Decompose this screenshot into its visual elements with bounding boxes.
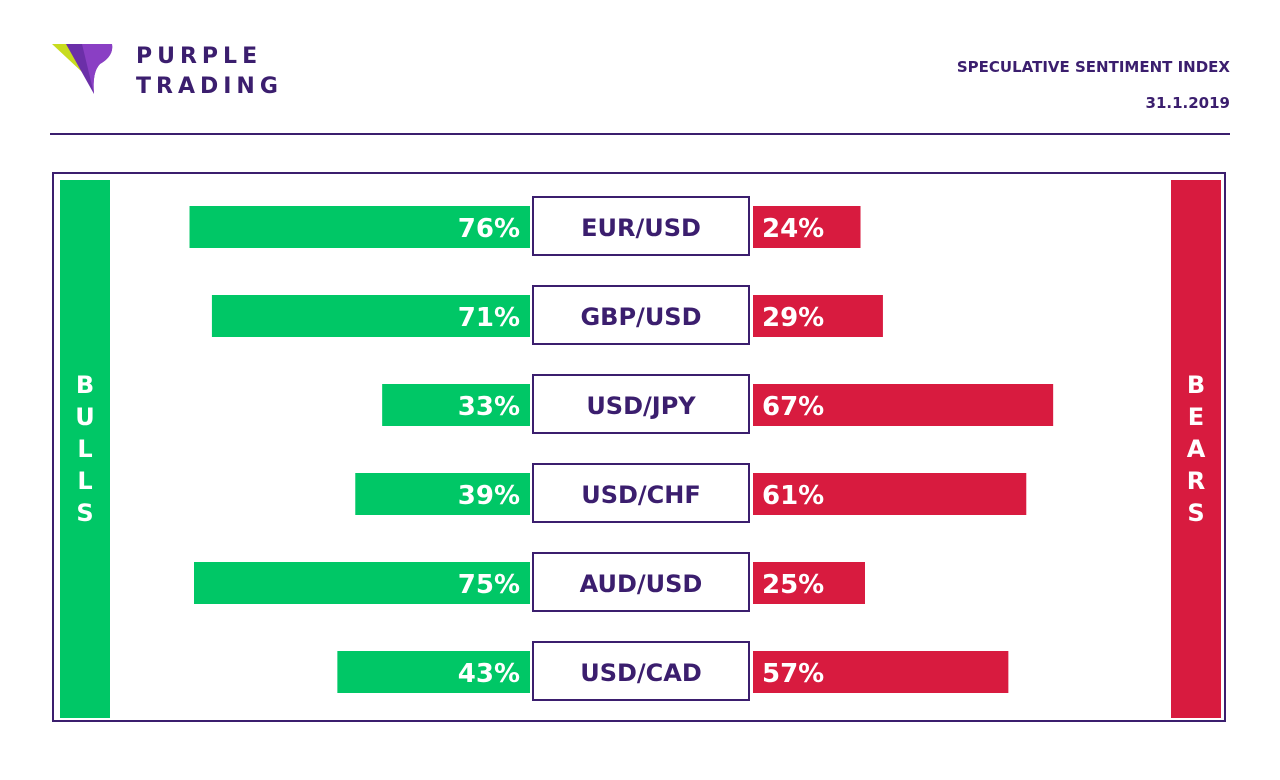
bears-value-label: 29%: [762, 303, 824, 333]
purple-trading-logo: PURPLE TRADING: [52, 38, 302, 102]
bulls-bar: [337, 651, 530, 693]
brand-line-1: PURPLE: [136, 44, 263, 69]
bears-side-bar: BEARS: [1171, 180, 1221, 718]
bulls-side-bar: BULLS: [60, 180, 110, 718]
bears-bar: [753, 651, 1009, 693]
pair-box: [532, 463, 750, 523]
pair-label: AUD/USD: [580, 570, 703, 598]
bulls-value-label: 43%: [458, 659, 520, 689]
bulls-bar: [194, 562, 530, 604]
pair-box: [532, 196, 750, 256]
pair-label: USD/JPY: [586, 392, 696, 420]
pair-box: [532, 285, 750, 345]
page-date: 31.1.2019: [1145, 94, 1230, 112]
pair-box: [532, 374, 750, 434]
bulls-bar: [382, 384, 530, 426]
brand-name: PURPLE TRADING: [136, 42, 283, 102]
header-divider: [50, 133, 1230, 135]
pair-box: [532, 641, 750, 701]
pair-label: GBP/USD: [580, 303, 701, 331]
bears-bar: [753, 295, 883, 337]
bulls-bar: [189, 206, 530, 248]
bears-label: BEARS: [1186, 371, 1206, 527]
pair-label: USD/CHF: [581, 481, 701, 509]
brand-line-2: TRADING: [136, 74, 283, 99]
bears-bar: [753, 206, 861, 248]
pair-box: [532, 552, 750, 612]
bears-bar: [753, 562, 865, 604]
pair-label: EUR/USD: [581, 214, 701, 242]
bulls-value-label: 33%: [458, 392, 520, 422]
pair-label: USD/CAD: [580, 659, 702, 687]
bears-value-label: 61%: [762, 481, 824, 511]
bears-value-label: 57%: [762, 659, 824, 689]
bears-value-label: 24%: [762, 214, 824, 244]
chart-frame: [52, 172, 1226, 722]
page-title: SPECULATIVE SENTIMENT INDEX: [956, 58, 1230, 76]
bulls-value-label: 75%: [458, 570, 520, 600]
bulls-bar: [211, 295, 531, 337]
bears-bar: [753, 473, 1027, 515]
bears-bar: [753, 384, 1054, 426]
bulls-label: BULLS: [75, 371, 95, 527]
bulls-bar: [355, 473, 530, 515]
bulls-value-label: 39%: [458, 481, 520, 511]
bulls-value-label: 76%: [458, 214, 520, 244]
logo-mark-icon: [52, 44, 113, 94]
bears-value-label: 67%: [762, 392, 824, 422]
bears-value-label: 25%: [762, 570, 824, 600]
bulls-value-label: 71%: [458, 303, 520, 333]
